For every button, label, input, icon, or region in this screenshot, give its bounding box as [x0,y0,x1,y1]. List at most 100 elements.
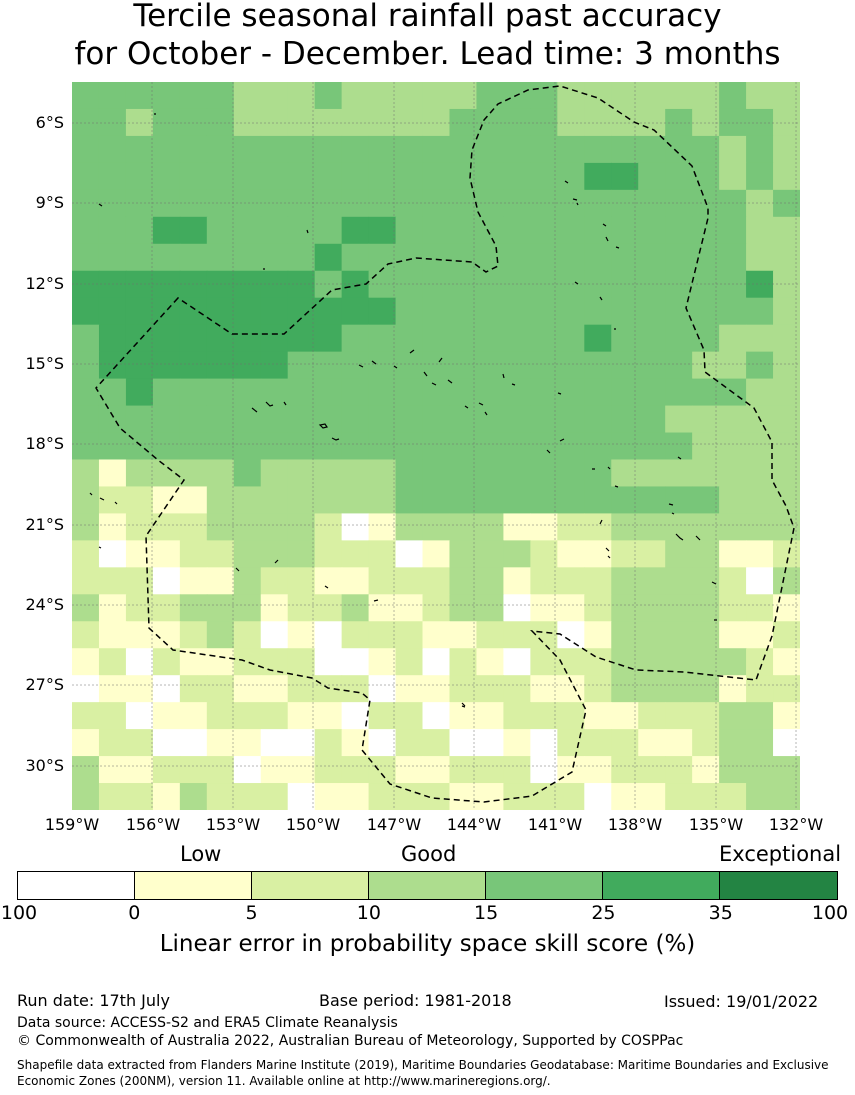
skill-cell [125,162,154,191]
skill-cell [449,189,478,218]
skill-cell [179,432,208,461]
colorbar-tick-label: 5 [245,902,258,924]
skill-cell [395,351,424,380]
skill-cell [692,216,720,245]
skill-cell [395,108,424,137]
skill-cell [611,567,639,595]
colorbar-segment [369,872,486,899]
skill-cell [530,540,558,568]
shapefile-credit-line-1: Shapefile data extracted from Flanders M… [17,1058,829,1072]
skill-cell [125,540,154,568]
skill-cell [233,324,262,353]
longitude-label: 135°W [688,815,744,834]
skill-cell [719,621,747,649]
skill-cell [72,513,100,541]
skill-cell [476,756,504,784]
skill-cell [72,270,100,299]
skill-cell [611,621,639,649]
skill-cell [314,351,343,380]
skill-cell [449,378,478,407]
skill-cell [98,621,127,649]
skill-cell [368,297,397,326]
skill-cell [98,648,127,676]
skill-cell [557,459,585,488]
skill-cell [314,135,343,164]
skill-cell [638,486,666,514]
skill-cell [314,540,343,568]
skill-cell [719,243,747,272]
colorbar-segment [135,872,252,899]
legend-label-low: Low [180,842,222,866]
skill-cell [611,648,639,676]
skill-cell [503,648,531,676]
skill-cell [557,162,585,191]
skill-cell [638,540,666,568]
skill-cell [98,567,127,595]
skill-cell [557,216,585,245]
map-title-line-1: Tercile seasonal rainfall past accuracy [133,0,722,34]
skill-cell [449,216,478,245]
skill-cell [665,243,693,272]
skill-cell [773,270,800,299]
skill-cell [233,270,262,299]
skill-cell [233,378,262,407]
skill-cell [233,216,262,245]
skill-cell [206,243,235,272]
skill-cell [584,648,612,676]
skill-cell [341,378,370,407]
skill-cell [638,216,666,245]
skill-cell [638,270,666,299]
skill-cell [422,594,451,622]
skill-cell [530,675,558,703]
skill-cell [368,513,397,541]
skill-cell [719,405,747,434]
skill-cell [314,82,343,110]
skill-cell [152,162,181,191]
skill-cell [260,567,289,595]
skill-cell [206,621,235,649]
skill-cell [746,378,774,407]
latitude-label: 9°S [35,193,64,212]
skill-cell [530,594,558,622]
skill-cell [746,216,774,245]
skill-cell [530,297,558,326]
skill-cell [638,513,666,541]
skill-cell [422,621,451,649]
skill-cell [773,648,800,676]
skill-cell [449,351,478,380]
skill-cell [665,324,693,353]
skill-cell [422,270,451,299]
skill-cell [206,135,235,164]
skill-cell [287,243,316,272]
skill-cell [206,756,235,784]
skill-cell [287,162,316,191]
skill-cell [422,702,451,730]
skill-cell [152,513,181,541]
skill-cell [98,270,127,299]
skill-cell [98,378,127,407]
skill-cell [314,108,343,137]
skill-cell [72,675,100,703]
skill-cell [260,432,289,461]
skill-cell [179,243,208,272]
skill-cell [557,783,585,810]
skill-cell [584,756,612,784]
skill-cell [692,351,720,380]
skill-cell [179,82,208,110]
skill-cell [422,459,451,488]
map-title-line-2: for October - December. Lead time: 3 mon… [74,36,781,72]
skill-cell [368,594,397,622]
skill-cell [449,729,478,757]
skill-cell [746,243,774,272]
skill-cell [287,729,316,757]
skill-cell [530,567,558,595]
skill-cell [179,729,208,757]
skill-cell [584,82,612,110]
skill-cell [179,189,208,218]
skill-cell [395,621,424,649]
skill-cell [260,702,289,730]
skill-cell [611,459,639,488]
skill-cell [206,648,235,676]
skill-cell [503,378,531,407]
skill-cell [152,189,181,218]
